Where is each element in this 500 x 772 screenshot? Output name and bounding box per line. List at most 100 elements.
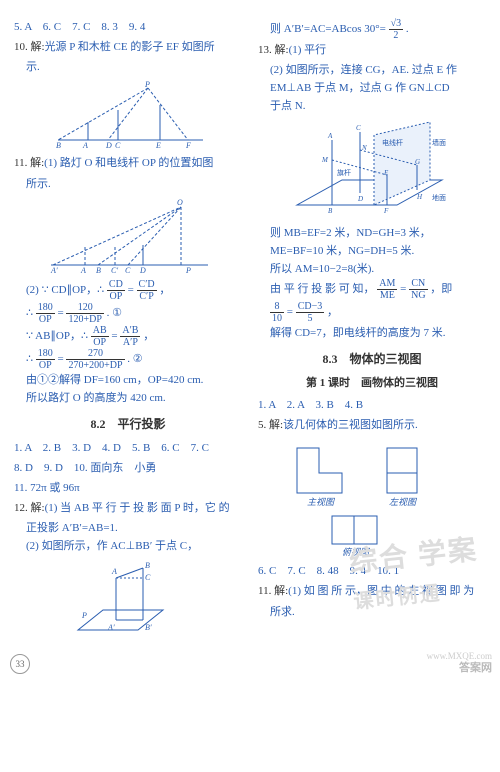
frac-180-op-2: 180OP [36, 348, 55, 371]
frac-sqrt3-2: √32 [389, 18, 404, 41]
q13-4a: 由 平 行 投 影 可 知， [270, 283, 375, 295]
svg-text:D: D [357, 195, 363, 203]
q11b: 11. 解:(1) 如 图 所 示，图 中 的 左 视 图 即 为 [258, 582, 486, 600]
q12: 12. 解:(1) 当 AB 平 行 于 投 影 面 P 时，它 的 [14, 499, 242, 517]
r1-end: . [406, 23, 409, 35]
q13-6: 解得 CD=7，即电线杆的高度为 7 米. [258, 324, 486, 342]
answers-83a: 1. A 2. A 3. B 4. B [258, 396, 486, 414]
frac-8-10: 810 [270, 301, 284, 324]
q11-2a: (2) ∵ CD∥OP，∴ CDOP = C′DC′P ， [14, 279, 242, 302]
q13-4a-end: ，即 [430, 283, 452, 295]
svg-text:G: G [415, 158, 420, 166]
left-column: 5. A 6. C 7. C 8. 3 9. 4 10. 解:光源 P 和木桩 … [14, 18, 242, 644]
diagram-q13: A C M N B D E F G H 旗杆 电线杆 墙面 地面 [282, 120, 462, 220]
answers-5-9: 5. A 6. C 7. C 8. 3 9. 4 [14, 18, 242, 36]
svg-text:电线杆: 电线杆 [382, 138, 403, 147]
svg-text:B: B [328, 207, 333, 215]
q13-4: 由 平 行 投 影 可 知， AMME = CNNG ，即 [258, 278, 486, 301]
q11-lead: 11. 解: [14, 157, 44, 169]
svg-text:D: D [139, 266, 146, 275]
svg-text:B: B [56, 141, 61, 150]
q12-text: (1) 当 AB 平 行 于 投 影 面 P 时，它 的 [45, 502, 230, 514]
frac-270: 270270+200+DP [66, 348, 124, 371]
frac-ab-op: ABOP [91, 325, 109, 348]
q11-2d-pre: ∴ [26, 353, 33, 365]
eq-sign: = [128, 284, 134, 296]
svg-text:B: B [96, 266, 101, 275]
q13-5-end: ， [327, 306, 338, 318]
q12-lead: 12. 解: [14, 502, 45, 514]
svg-text:P: P [144, 80, 150, 89]
section-8-3-title: 8.3 物体的三视图 [258, 350, 486, 370]
label-top-view: 俯视图 [342, 547, 371, 557]
svg-text:F: F [185, 141, 191, 150]
eq-sign-6: = [287, 306, 293, 318]
answers-82b: 8. D 9. D 10. 面向东 小勇 [14, 459, 242, 477]
svg-text:地面: 地面 [432, 193, 446, 202]
eq-sign-3: = [111, 330, 117, 342]
svg-text:A: A [80, 266, 86, 275]
svg-text:C: C [115, 141, 121, 150]
q13-3c: 所以 AM=10−2=8(米). [258, 260, 486, 278]
q11-2b-pre: ∴ [26, 307, 33, 319]
q11b-cont: 所求. [258, 603, 486, 621]
svg-text:D: D [105, 141, 112, 150]
q12-2: (2) 如图所示，作 AC⊥BB′ 于点 C， [14, 537, 242, 555]
page-number: 33 [10, 654, 30, 674]
svg-text:N: N [361, 144, 367, 152]
svg-text:P: P [81, 611, 87, 620]
answers-83b: 6. C 7. C 8. 48 9. 4 10. 1 [258, 562, 486, 580]
q11-text: (1) 路灯 O 和电线杆 OP 的位置如图 [44, 157, 213, 169]
two-column-layout: 5. A 6. C 7. C 8. 3 9. 4 10. 解:光源 P 和木桩 … [14, 18, 486, 644]
label-left-view: 左视图 [389, 497, 418, 507]
svg-text:A: A [327, 132, 333, 140]
eq-sign-2: = [58, 307, 64, 319]
frac-am-me: AMME [377, 278, 397, 301]
svg-text:E: E [155, 141, 161, 150]
q13-5: 810 = CD−35 ， [258, 301, 486, 324]
svg-text:A: A [111, 567, 117, 576]
watermark-url: www.MXQE.com [427, 649, 492, 664]
svg-text:E: E [383, 169, 389, 177]
label-front-view: 主视图 [307, 497, 336, 507]
svg-text:旗杆: 旗杆 [337, 168, 351, 177]
svg-text:C′: C′ [111, 266, 118, 275]
q11-2b: ∴ 180OP = 120120+DP . ① [14, 302, 242, 325]
q11-cont: 所示. [14, 175, 242, 193]
q10-text: 光源 P 和木桩 CE 的影子 EF 如图所 [45, 41, 215, 53]
q11b-text: (1) 如 图 所 示，图 中 的 左 视 图 即 为 [288, 585, 474, 597]
eq-sign-4: = [58, 353, 64, 365]
q10: 10. 解:光源 P 和木桩 CE 的影子 EF 如图所 [14, 38, 242, 56]
svg-text:C: C [125, 266, 131, 275]
svg-text:B: B [145, 561, 150, 570]
q11-2d: ∴ 180OP = 270270+200+DP . ② [14, 348, 242, 371]
q11b-lead: 11. 解: [258, 585, 288, 597]
q11-2e: 由①②解得 DF=160 cm，OP=420 cm. [14, 371, 242, 389]
q13: 13. 解:(1) 平行 [258, 41, 486, 59]
svg-text:C: C [356, 124, 361, 132]
watermark-corner: 答案网 [459, 659, 492, 677]
svg-text:F: F [383, 207, 389, 215]
frac-cd-op: CDOP [107, 279, 125, 302]
diagram-three-views: 主视图 左视图 俯视图 [277, 438, 467, 558]
q12-cont: 正投影 A′B′=AB=1. [14, 519, 242, 537]
svg-text:C: C [145, 573, 151, 582]
svg-text:B′: B′ [145, 623, 152, 632]
q13-2b: EM⊥AB 于点 M，过点 G 作 GN⊥CD [258, 79, 486, 97]
answers-82c: 11. 72π 或 96π [14, 479, 242, 497]
q11-2a-end: ， [159, 284, 170, 296]
svg-text:M: M [321, 156, 329, 164]
q11: 11. 解:(1) 路灯 O 和电线杆 OP 的位置如图 [14, 154, 242, 172]
frac-apb-ap: A′BA′P [120, 325, 140, 348]
diagram-q11: O A′ A B C′ C D P [43, 197, 213, 275]
q13-2c: 于点 N. [258, 97, 486, 115]
q10-lead: 10. 解: [14, 41, 45, 53]
q13-2a: (2) 如图所示，连接 CG，AE. 过点 E 作 [258, 61, 486, 79]
section-8-3-sub: 第 1 课时 画物体的三视图 [258, 374, 486, 392]
diagram-q12: A B C A′ B′ P [68, 560, 188, 640]
svg-text:A′: A′ [50, 266, 58, 275]
frac-cd3-5: CD−35 [296, 301, 325, 324]
svg-text:H: H [416, 193, 423, 201]
q5-lead: 5. 解: [258, 419, 283, 431]
q11-2f: 所以路灯 O 的高度为 420 cm. [14, 389, 242, 407]
